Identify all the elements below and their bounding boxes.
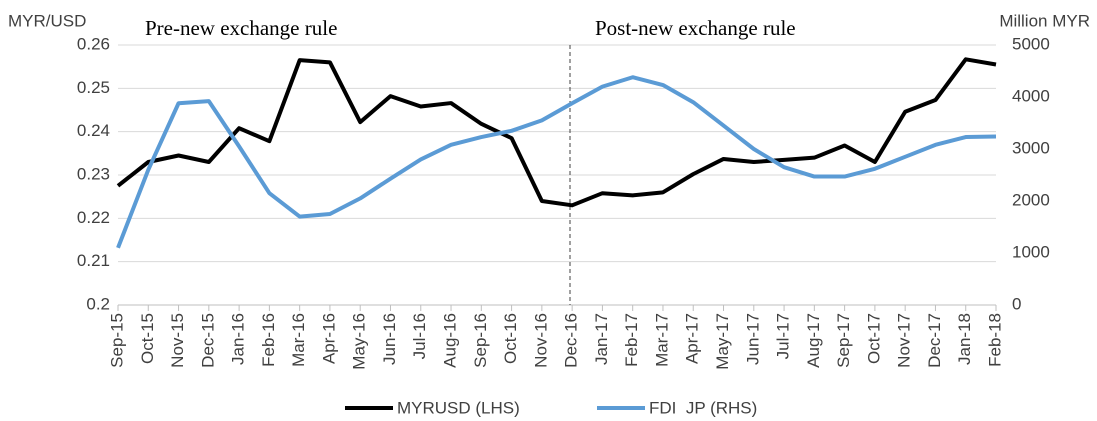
y2-tick-label: 3000 [1012,138,1050,157]
x-tick-label: Apr-17 [683,313,702,364]
y-tick-label: 0.2 [86,294,110,313]
y2-tick-label: 1000 [1012,242,1050,261]
x-tick-label: Jul-16 [410,313,429,359]
x-tick-label: May-16 [350,313,369,370]
legend-label: MYRUSD (LHS) [397,398,520,417]
y2-axis-title: Million MYR [999,11,1090,30]
y2-tick-label: 0 [1012,294,1021,313]
x-tick-label: Mar-17 [652,313,671,367]
series-line [116,75,997,249]
y-tick-label: 0.26 [77,34,110,53]
x-tick-label: Feb-17 [622,313,641,367]
x-tick-label: Aug-17 [804,313,823,368]
annotation: Post-new exchange rule [595,16,796,40]
y2-tick-label: 2000 [1012,190,1050,209]
x-tick-label: Jul-17 [774,313,793,359]
annotation: Pre-new exchange rule [145,16,337,40]
y-axis-title: MYR/USD [8,11,86,30]
y-tick-label: 0.22 [77,208,110,227]
x-tick-label: Sep-17 [834,313,853,368]
x-tick-label: Aug-16 [441,313,460,368]
x-tick-label: Oct-17 [864,313,883,364]
x-tick-label: Apr-16 [319,313,338,364]
x-tick-label: Sep-15 [107,313,126,368]
y2-tick-label: 5000 [1012,34,1050,53]
x-tick-label: Jan-17 [592,313,611,365]
x-tick-label: Feb-16 [259,313,278,367]
x-tick-label: Dec-15 [198,313,217,368]
x-tick-label: Feb-18 [985,313,1004,367]
x-tick-label: Oct-15 [138,313,157,364]
x-tick-label: May-17 [713,313,732,370]
x-tick-label: Dec-17 [925,313,944,368]
x-tick-label: Dec-16 [562,313,581,368]
legend-label: FDI JP (RHS) [649,398,757,417]
x-tick-label: Mar-16 [289,313,308,367]
x-tick-label: Sep-16 [471,313,490,368]
y2-tick-label: 4000 [1012,86,1050,105]
x-tick-label: Jun-16 [380,313,399,365]
y-tick-label: 0.23 [77,164,110,183]
x-tick-label: Jan-18 [955,313,974,365]
y-tick-label: 0.21 [77,251,110,270]
series-line [116,57,997,208]
x-tick-label: Jun-17 [743,313,762,365]
y-tick-label: 0.25 [77,78,110,97]
x-tick-label: Nov-17 [895,313,914,368]
x-tick-label: Nov-15 [168,313,187,368]
y-tick-label: 0.24 [77,121,110,140]
x-tick-label: Jan-16 [229,313,248,365]
x-tick-label: Oct-16 [501,313,520,364]
x-tick-label: Nov-16 [531,313,550,368]
